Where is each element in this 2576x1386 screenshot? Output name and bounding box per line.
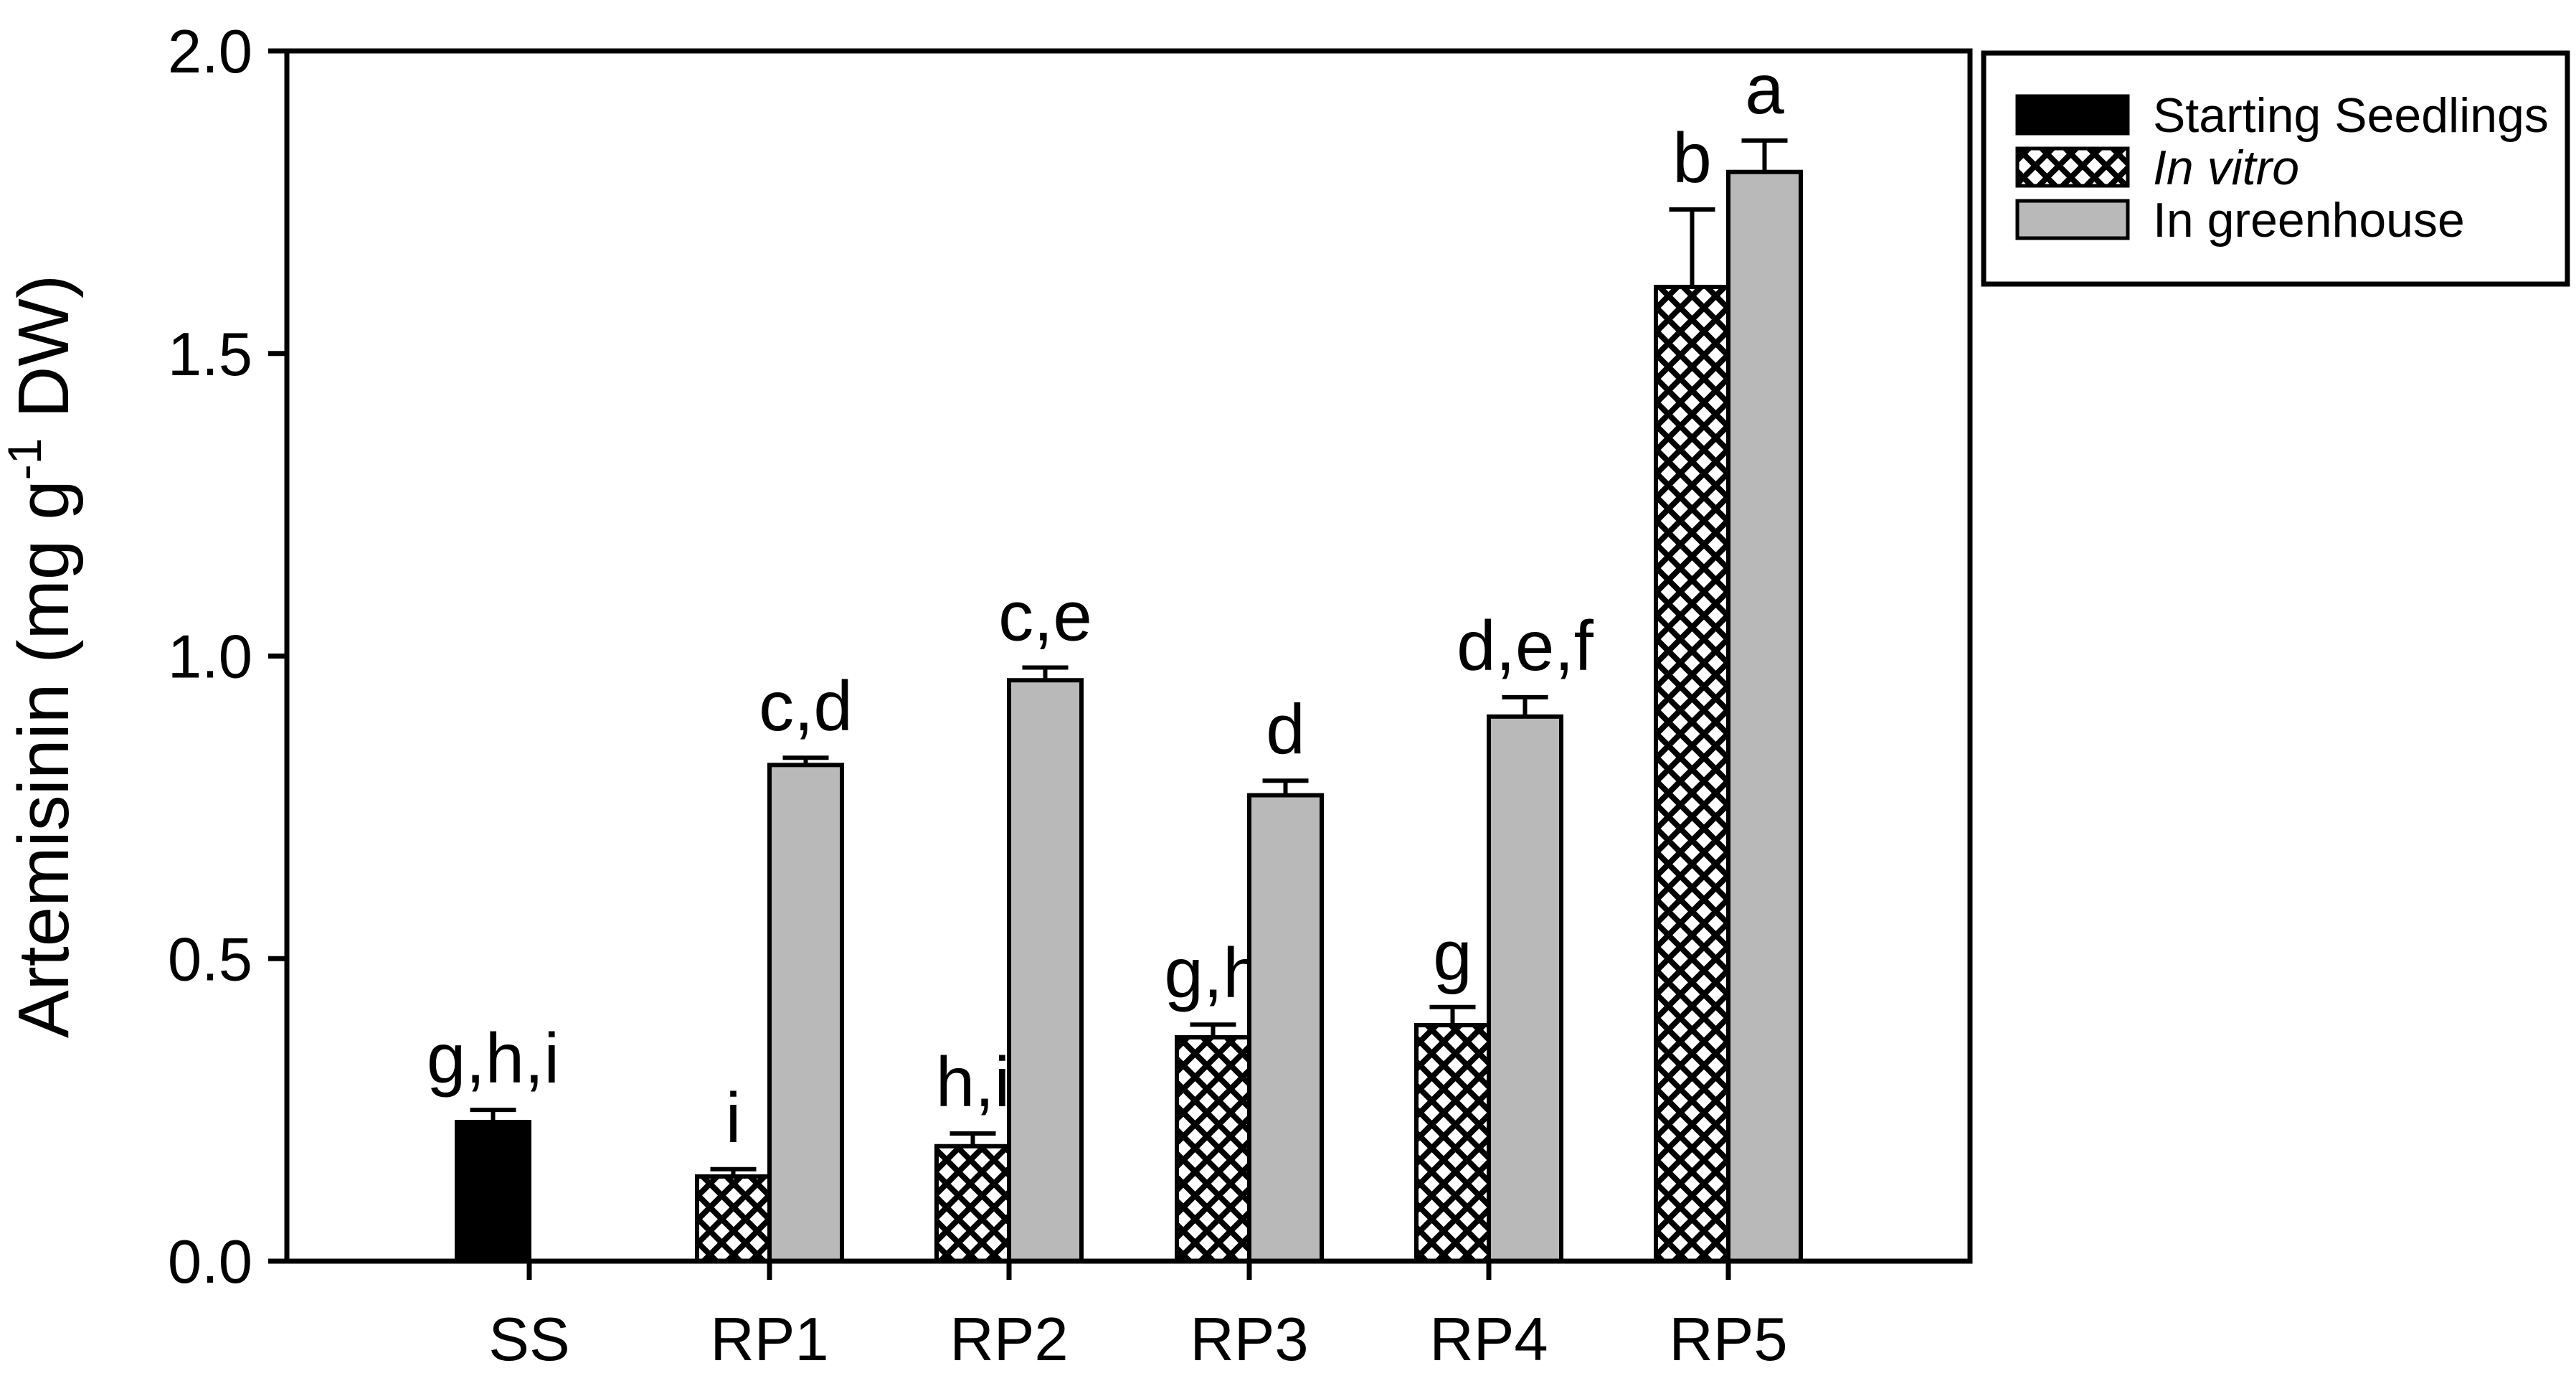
bar-rp4-in-greenhouse bbox=[1487, 714, 1563, 1263]
bar-ss-starting-seedlings bbox=[455, 1119, 531, 1263]
sig-letter-rp2-in-vitro: h,i bbox=[936, 1042, 1010, 1121]
legend-label-in-greenhouse: In greenhouse bbox=[2153, 193, 2465, 248]
bar-rp5-in-greenhouse bbox=[1726, 169, 1803, 1264]
y-axis-title: Artemisinin (mg g-1 DW) bbox=[0, 275, 84, 1038]
bar-rp3-in-vitro bbox=[1175, 1034, 1251, 1264]
sig-letter-rp5-in-vitro: b bbox=[1672, 118, 1712, 197]
x-tick-label-rp1: RP1 bbox=[710, 1306, 828, 1374]
error-bar-rp1-in-vitro bbox=[710, 1166, 757, 1177]
sig-letter-rp3-in-greenhouse: d bbox=[1266, 689, 1305, 768]
y-tick-label-0.0: 0.0 bbox=[168, 1228, 252, 1296]
error-bar-rp3-in-vitro bbox=[1190, 1022, 1236, 1037]
sig-letter-rp5-in-greenhouse: a bbox=[1745, 50, 1784, 128]
sig-letter-ss-starting-seedlings: g,h,i bbox=[427, 1019, 559, 1098]
error-bar-rp3-in-greenhouse bbox=[1262, 778, 1309, 796]
y-tick-label-0.5: 0.5 bbox=[168, 925, 252, 994]
bar-rp2-in-greenhouse bbox=[1007, 678, 1084, 1263]
legend-swatch-starting-seedlings-icon bbox=[2015, 94, 2130, 136]
y-tick-label-1.0: 1.0 bbox=[168, 623, 252, 692]
bar-rp4-in-vitro bbox=[1414, 1023, 1491, 1264]
error-bar-rp1-in-greenhouse bbox=[782, 755, 829, 765]
error-bar-rp4-in-vitro bbox=[1429, 1004, 1476, 1026]
error-bar-rp2-in-vitro bbox=[950, 1131, 996, 1146]
sig-letter-rp4-in-greenhouse: d,e,f bbox=[1457, 606, 1594, 685]
x-tick-label-rp5: RP5 bbox=[1669, 1306, 1787, 1374]
bar-rp5-in-vitro bbox=[1654, 284, 1730, 1264]
error-bar-rp4-in-greenhouse bbox=[1502, 694, 1548, 717]
legend-label-starting-seedlings: Starting Seedlings bbox=[2153, 88, 2549, 143]
legend-swatch-in-greenhouse-icon bbox=[2015, 199, 2130, 240]
error-bar-rp5-in-greenhouse bbox=[1741, 138, 1788, 172]
sig-letter-rp3-in-vitro: g,h bbox=[1164, 933, 1261, 1012]
error-bar-ss-starting-seedlings bbox=[470, 1108, 516, 1122]
sig-letter-rp2-in-greenhouse: c,e bbox=[998, 577, 1092, 656]
x-tick-label-rp3: RP3 bbox=[1190, 1306, 1308, 1374]
y-tick-label-1.5: 1.5 bbox=[168, 321, 252, 389]
error-bar-rp5-in-vitro bbox=[1669, 207, 1715, 287]
legend-swatch-in-vitro-icon bbox=[2015, 146, 2130, 188]
sig-letter-rp1-in-greenhouse: c,d bbox=[759, 666, 853, 745]
bar-rp1-in-greenhouse bbox=[767, 763, 844, 1263]
error-bar-rp2-in-greenhouse bbox=[1022, 665, 1069, 681]
y-tick-label-2.0: 2.0 bbox=[168, 18, 252, 86]
bar-rp3-in-greenhouse bbox=[1247, 793, 1324, 1263]
bar-rp1-in-vitro bbox=[695, 1174, 772, 1264]
x-tick-label-rp4: RP4 bbox=[1429, 1306, 1548, 1374]
bar-rp2-in-vitro bbox=[934, 1144, 1011, 1263]
legend-label-in-vitro: In vitro bbox=[2153, 141, 2299, 195]
sig-letter-rp4-in-vitro: g bbox=[1433, 916, 1472, 995]
sig-letter-rp1-in-vitro: i bbox=[726, 1078, 742, 1157]
x-tick-label-rp2: RP2 bbox=[950, 1306, 1068, 1374]
x-tick-label-ss: SS bbox=[488, 1306, 569, 1374]
